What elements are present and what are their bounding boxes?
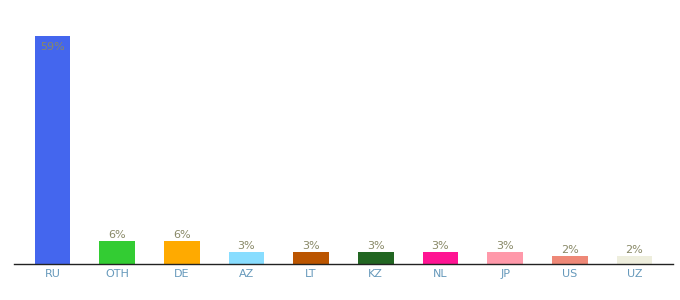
Bar — [552, 256, 588, 264]
Bar — [99, 241, 135, 264]
Text: 3%: 3% — [302, 241, 320, 251]
Bar — [228, 252, 265, 264]
Text: 2%: 2% — [626, 245, 643, 255]
Bar — [293, 252, 329, 264]
Bar — [164, 241, 199, 264]
Bar — [35, 36, 70, 264]
Text: 6%: 6% — [173, 230, 190, 240]
Text: 59%: 59% — [40, 42, 65, 52]
Bar — [488, 252, 523, 264]
Text: 3%: 3% — [237, 241, 255, 251]
Bar — [422, 252, 458, 264]
Text: 3%: 3% — [496, 241, 514, 251]
Bar — [358, 252, 394, 264]
Bar — [617, 256, 652, 264]
Text: 6%: 6% — [108, 230, 126, 240]
Text: 2%: 2% — [561, 245, 579, 255]
Text: 3%: 3% — [367, 241, 385, 251]
Text: 3%: 3% — [432, 241, 449, 251]
